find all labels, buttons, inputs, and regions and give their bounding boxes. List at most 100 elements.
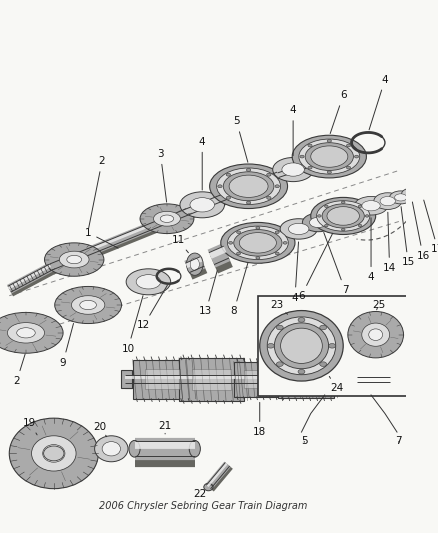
Ellipse shape: [226, 196, 230, 199]
Text: 10: 10: [121, 296, 143, 353]
Ellipse shape: [160, 215, 174, 222]
Text: 4: 4: [199, 137, 205, 190]
Ellipse shape: [289, 223, 309, 235]
Ellipse shape: [71, 296, 105, 314]
Text: 4: 4: [292, 242, 299, 303]
Ellipse shape: [44, 446, 64, 461]
Text: 21: 21: [159, 421, 172, 434]
Text: 17: 17: [424, 200, 438, 254]
Ellipse shape: [411, 182, 435, 197]
Ellipse shape: [217, 168, 281, 205]
Ellipse shape: [365, 215, 369, 217]
Ellipse shape: [221, 222, 295, 263]
Ellipse shape: [256, 256, 260, 259]
Ellipse shape: [226, 173, 230, 176]
Text: 7: 7: [396, 437, 402, 446]
Ellipse shape: [298, 369, 305, 374]
Text: 14: 14: [383, 212, 396, 273]
Ellipse shape: [267, 173, 271, 176]
Ellipse shape: [234, 230, 282, 256]
Ellipse shape: [327, 171, 332, 174]
Ellipse shape: [190, 198, 215, 212]
Ellipse shape: [341, 201, 345, 204]
Text: 6: 6: [298, 233, 333, 301]
Ellipse shape: [358, 224, 362, 227]
Ellipse shape: [187, 253, 203, 276]
Ellipse shape: [102, 442, 120, 456]
Ellipse shape: [95, 436, 128, 462]
Ellipse shape: [305, 143, 353, 171]
Ellipse shape: [273, 158, 314, 182]
Ellipse shape: [7, 322, 45, 343]
Ellipse shape: [369, 329, 383, 341]
Text: 15: 15: [401, 207, 415, 268]
Ellipse shape: [126, 269, 171, 295]
Text: 12: 12: [137, 285, 167, 330]
Text: 23: 23: [270, 300, 288, 314]
Ellipse shape: [358, 205, 362, 207]
Text: 8: 8: [230, 263, 248, 317]
Ellipse shape: [140, 204, 194, 233]
Ellipse shape: [402, 188, 422, 199]
Ellipse shape: [341, 228, 345, 231]
Ellipse shape: [204, 483, 213, 491]
Ellipse shape: [274, 323, 328, 369]
Ellipse shape: [311, 197, 376, 235]
Ellipse shape: [318, 215, 321, 217]
Ellipse shape: [354, 197, 388, 215]
Ellipse shape: [237, 231, 240, 233]
FancyBboxPatch shape: [145, 369, 180, 389]
Ellipse shape: [210, 164, 288, 208]
Ellipse shape: [282, 163, 304, 176]
Ellipse shape: [395, 194, 407, 201]
Ellipse shape: [320, 362, 327, 366]
Text: 16: 16: [413, 202, 430, 261]
Text: 6: 6: [330, 91, 346, 134]
Ellipse shape: [283, 241, 287, 244]
Text: 1: 1: [85, 228, 118, 248]
Ellipse shape: [280, 219, 317, 239]
Ellipse shape: [374, 193, 402, 209]
Ellipse shape: [229, 175, 268, 197]
Ellipse shape: [298, 318, 305, 322]
Ellipse shape: [302, 213, 334, 232]
Ellipse shape: [300, 155, 304, 158]
Ellipse shape: [292, 135, 367, 178]
Ellipse shape: [153, 211, 180, 226]
FancyBboxPatch shape: [244, 370, 276, 388]
Ellipse shape: [354, 155, 359, 158]
Text: 13: 13: [199, 271, 217, 317]
Text: 2: 2: [88, 156, 106, 228]
Text: 20: 20: [94, 423, 107, 437]
Ellipse shape: [362, 323, 389, 346]
Text: 11: 11: [171, 235, 188, 253]
Ellipse shape: [267, 344, 274, 348]
Text: 7: 7: [324, 232, 348, 295]
Text: 19: 19: [23, 418, 37, 435]
Ellipse shape: [260, 311, 343, 381]
Ellipse shape: [406, 191, 417, 197]
Ellipse shape: [311, 146, 348, 167]
Ellipse shape: [218, 185, 222, 188]
Ellipse shape: [129, 440, 140, 457]
Ellipse shape: [247, 168, 251, 171]
Text: 18: 18: [253, 402, 266, 437]
Ellipse shape: [180, 192, 225, 218]
Ellipse shape: [276, 362, 283, 366]
Ellipse shape: [45, 243, 104, 276]
Text: 25: 25: [372, 300, 385, 310]
Ellipse shape: [322, 204, 364, 228]
Ellipse shape: [9, 418, 98, 489]
Ellipse shape: [60, 251, 89, 268]
Ellipse shape: [348, 311, 403, 358]
Ellipse shape: [136, 274, 161, 289]
Ellipse shape: [55, 286, 121, 324]
Ellipse shape: [247, 201, 251, 204]
Ellipse shape: [190, 258, 199, 270]
FancyBboxPatch shape: [278, 361, 334, 398]
Text: 2: 2: [14, 354, 25, 386]
Ellipse shape: [32, 436, 76, 471]
Ellipse shape: [317, 201, 370, 231]
Ellipse shape: [327, 207, 360, 225]
Ellipse shape: [276, 325, 283, 330]
